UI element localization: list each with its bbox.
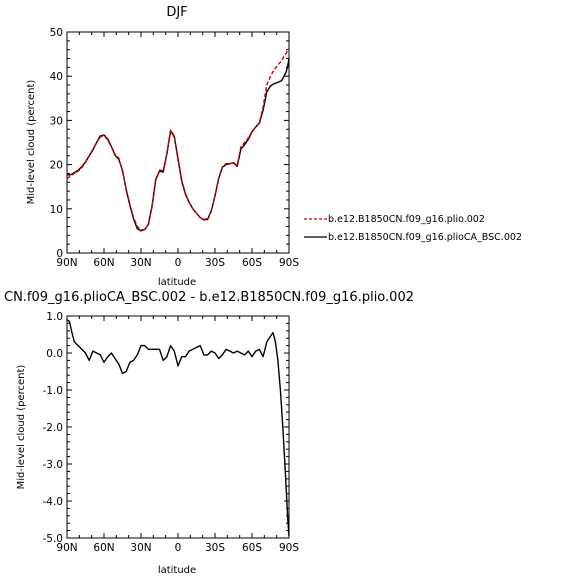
bottom-x-axis-label: latitude: [158, 565, 196, 576]
top-y-tick-label: 50: [50, 27, 63, 39]
top-plot-area: 90N 60N 30N 0 30S 60S 90S 0 10 20 30 40 50: [50, 27, 300, 269]
bottom-x-tick-label: 0: [175, 542, 182, 554]
bottom-series-0-line: [66, 319, 290, 537]
top-series-0-line: [66, 48, 290, 231]
top-y-tick-label: 10: [50, 204, 63, 216]
bottom-plot-area: 90N 60N 30N 0 30S 60S 90S 1.0 0.0 -1.0 -2.0 -3.0 -4.…: [43, 311, 300, 554]
bottom-x-tick-label: 90S: [279, 542, 299, 554]
legend-label-plio: b.e12.B1850CN.f09_g16.plio.002: [328, 214, 485, 225]
bottom-x-tick-label: 90N: [56, 542, 77, 554]
top-x-tick-label: 90N: [56, 257, 77, 269]
bottom-x-tick-label: 60S: [242, 542, 262, 554]
bottom-y-tick-label: 1.0: [46, 311, 63, 323]
bottom-plot-frame: [66, 315, 290, 539]
top-x-axis-label: latitude: [158, 277, 196, 288]
top-y-tick-label: 0: [56, 248, 63, 260]
top-y-tick-label: 20: [50, 160, 63, 172]
top-series-1-line: [67, 58, 290, 232]
bottom-y-tick-label: -2.0: [43, 422, 64, 434]
top-plot-frame: [66, 31, 290, 254]
top-chart-title: DJF: [166, 5, 187, 20]
top-x-tick-label: 60S: [242, 257, 262, 269]
top-panel: DJF 90N 60N 30N 0 30S 60S 90S 0 10 20 30 40 50 latit…: [26, 5, 299, 288]
top-x-tick-label: 60N: [93, 257, 114, 269]
bottom-x-tick-label: 30S: [205, 542, 225, 554]
bottom-y-tick-label: -1.0: [43, 385, 64, 397]
legend-label-plioca: b.e12.B1850CN.f09_g16.plioCA_BSC.002: [328, 232, 522, 243]
bottom-y-axis-label: Mid-level cloud (percent): [16, 365, 27, 490]
bottom-y-tick-label: -5.0: [43, 533, 64, 545]
bottom-chart-title: CN.f09_g16.plioCA_BSC.002 - b.e12.B1850C…: [4, 290, 414, 305]
top-x-tick-label: 30S: [205, 257, 225, 269]
bottom-panel: CN.f09_g16.plioCA_BSC.002 - b.e12.B1850C…: [4, 290, 414, 576]
bottom-x-tick-label: 30N: [130, 542, 151, 554]
bottom-y-tick-label: 0.0: [46, 348, 63, 360]
top-y-tick-label: 40: [50, 71, 63, 83]
top-x-tick-label: 90S: [279, 257, 299, 269]
top-x-tick-label: 30N: [130, 257, 151, 269]
bottom-x-tick-label: 60N: [93, 542, 114, 554]
bottom-y-tick-label: -4.0: [43, 496, 64, 508]
top-y-axis-label: Mid-level cloud (percent): [26, 80, 37, 205]
bottom-y-tick-label: -3.0: [43, 459, 64, 471]
top-y-tick-label: 30: [50, 115, 63, 127]
top-x-tick-label: 0: [175, 257, 182, 269]
legend: b.e12.B1850CN.f09_g16.plio.002 b.e12.B18…: [304, 214, 522, 243]
